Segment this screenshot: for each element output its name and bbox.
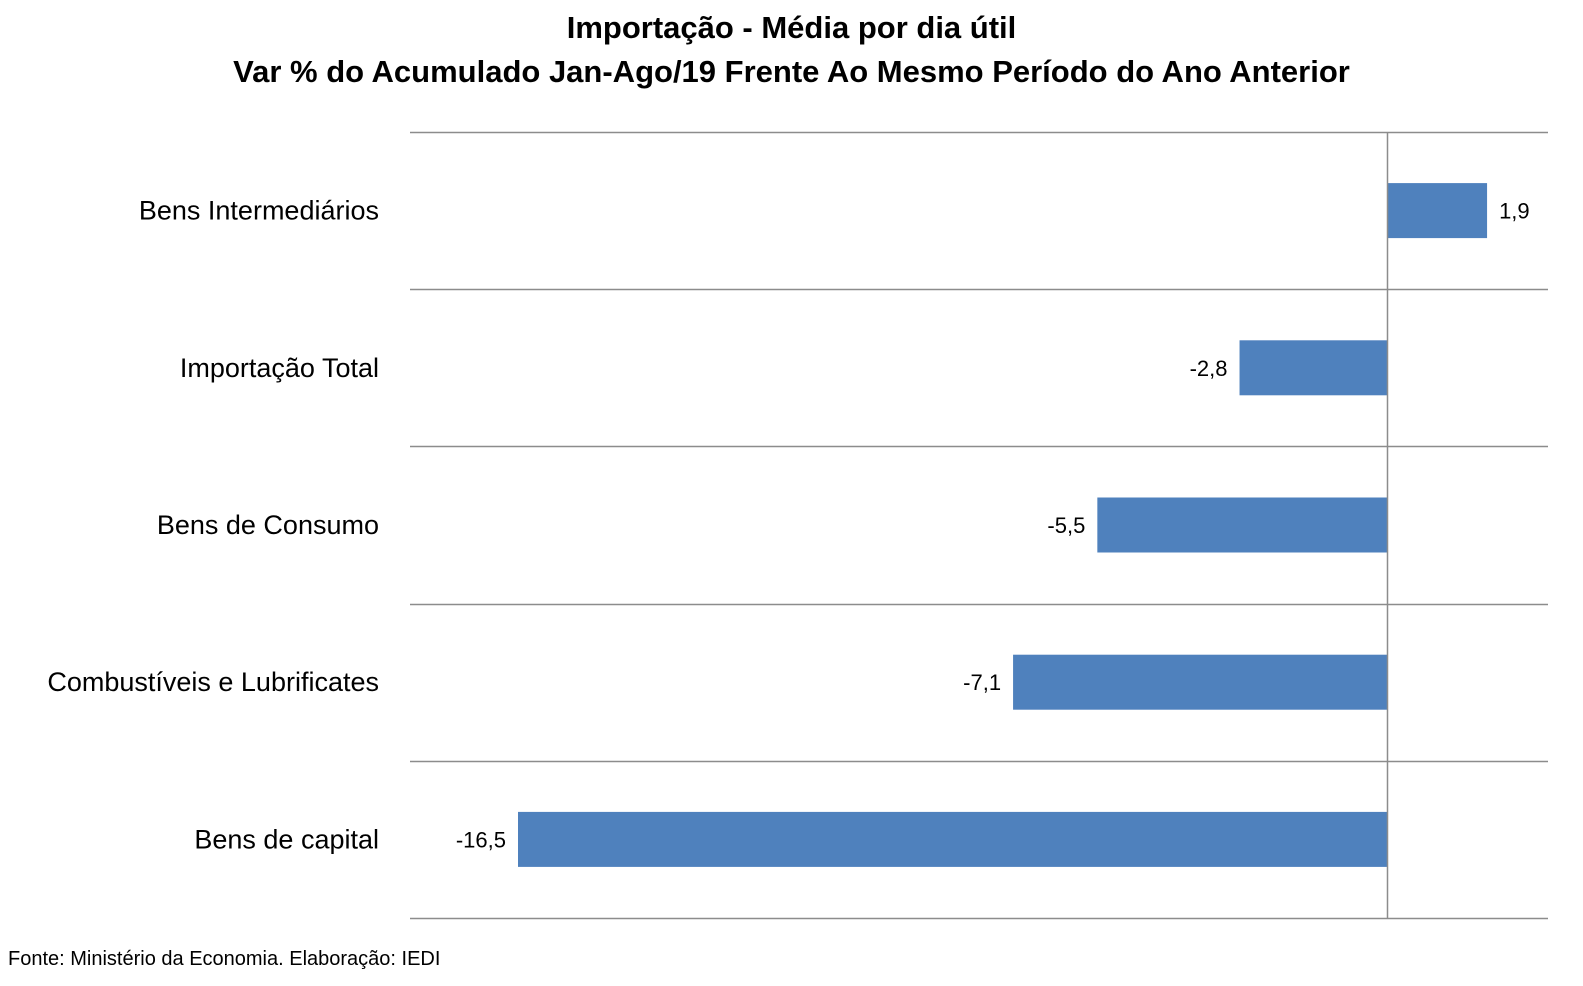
chart-title: Importação - Média por dia útil <box>566 10 1017 45</box>
source-note: Fonte: Ministério da Economia. Elaboraçã… <box>8 948 441 970</box>
bar <box>1097 497 1387 553</box>
data-label: 1,9 <box>1499 199 1530 224</box>
data-label: -16,5 <box>456 827 506 852</box>
chart-subtitle: Var % do Acumulado Jan-Ago/19 Frente Ao … <box>233 54 1350 89</box>
bar <box>1013 654 1387 710</box>
data-label: -5,5 <box>1047 513 1085 538</box>
category-label: Combustíveis e Lubrificates <box>47 667 379 697</box>
category-label: Importação Total <box>180 353 379 383</box>
category-label: Bens Intermediários <box>139 196 379 226</box>
category-label: Bens de capital <box>194 824 379 854</box>
bar <box>518 811 1387 867</box>
data-label: -2,8 <box>1190 356 1228 381</box>
data-label: -7,1 <box>963 670 1001 695</box>
bar <box>1387 183 1488 239</box>
bar <box>1239 340 1387 396</box>
category-label: Bens de Consumo <box>157 510 379 540</box>
